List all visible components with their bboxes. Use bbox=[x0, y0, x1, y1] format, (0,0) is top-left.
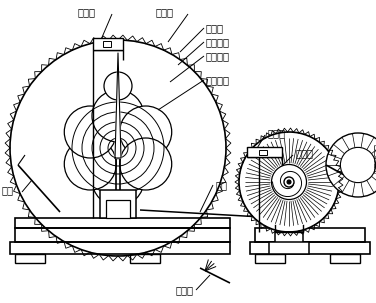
Bar bbox=[106, 200, 130, 218]
Text: 短凹槽: 短凹槽 bbox=[206, 23, 224, 33]
Bar bbox=[100, 190, 136, 218]
Bar bbox=[247, 147, 282, 157]
Circle shape bbox=[10, 40, 226, 256]
Text: 连杆: 连杆 bbox=[216, 180, 228, 190]
Circle shape bbox=[64, 138, 116, 190]
Text: 光电门: 光电门 bbox=[268, 128, 286, 138]
Bar bbox=[130, 254, 160, 263]
Bar bbox=[275, 232, 303, 248]
Text: 长凹槽: 长凹槽 bbox=[155, 7, 173, 17]
Circle shape bbox=[271, 165, 306, 199]
Circle shape bbox=[92, 90, 144, 142]
Text: 蜗卷弹簧: 蜗卷弹簧 bbox=[206, 51, 230, 61]
Bar bbox=[259, 150, 267, 155]
Circle shape bbox=[340, 147, 376, 183]
Bar bbox=[15, 218, 230, 228]
Text: 铜质摆轮: 铜质摆轮 bbox=[206, 37, 230, 47]
Text: 闪光灯: 闪光灯 bbox=[176, 285, 194, 295]
Circle shape bbox=[120, 138, 172, 190]
Circle shape bbox=[104, 72, 132, 100]
Polygon shape bbox=[115, 53, 121, 158]
Circle shape bbox=[326, 133, 376, 197]
Text: 角度盘: 角度盘 bbox=[295, 148, 313, 158]
Bar bbox=[15, 254, 45, 263]
Circle shape bbox=[284, 177, 294, 187]
Bar bbox=[15, 228, 230, 242]
Bar bbox=[255, 254, 285, 263]
Text: 摆杆: 摆杆 bbox=[2, 185, 14, 195]
Bar bbox=[255, 228, 365, 242]
Circle shape bbox=[92, 154, 144, 206]
Bar bbox=[250, 242, 370, 254]
Bar bbox=[103, 41, 111, 47]
Text: 光电门: 光电门 bbox=[78, 7, 96, 17]
Circle shape bbox=[64, 106, 116, 158]
Text: 阻尼线圈: 阻尼线圈 bbox=[206, 75, 230, 85]
Bar bbox=[93, 38, 123, 50]
Circle shape bbox=[287, 180, 291, 184]
Bar bbox=[10, 242, 230, 254]
Bar bbox=[269, 242, 309, 254]
Circle shape bbox=[120, 106, 172, 158]
Text: 频率调节盘: 频率调节盘 bbox=[373, 143, 376, 173]
Bar bbox=[330, 254, 360, 263]
Circle shape bbox=[239, 132, 339, 232]
